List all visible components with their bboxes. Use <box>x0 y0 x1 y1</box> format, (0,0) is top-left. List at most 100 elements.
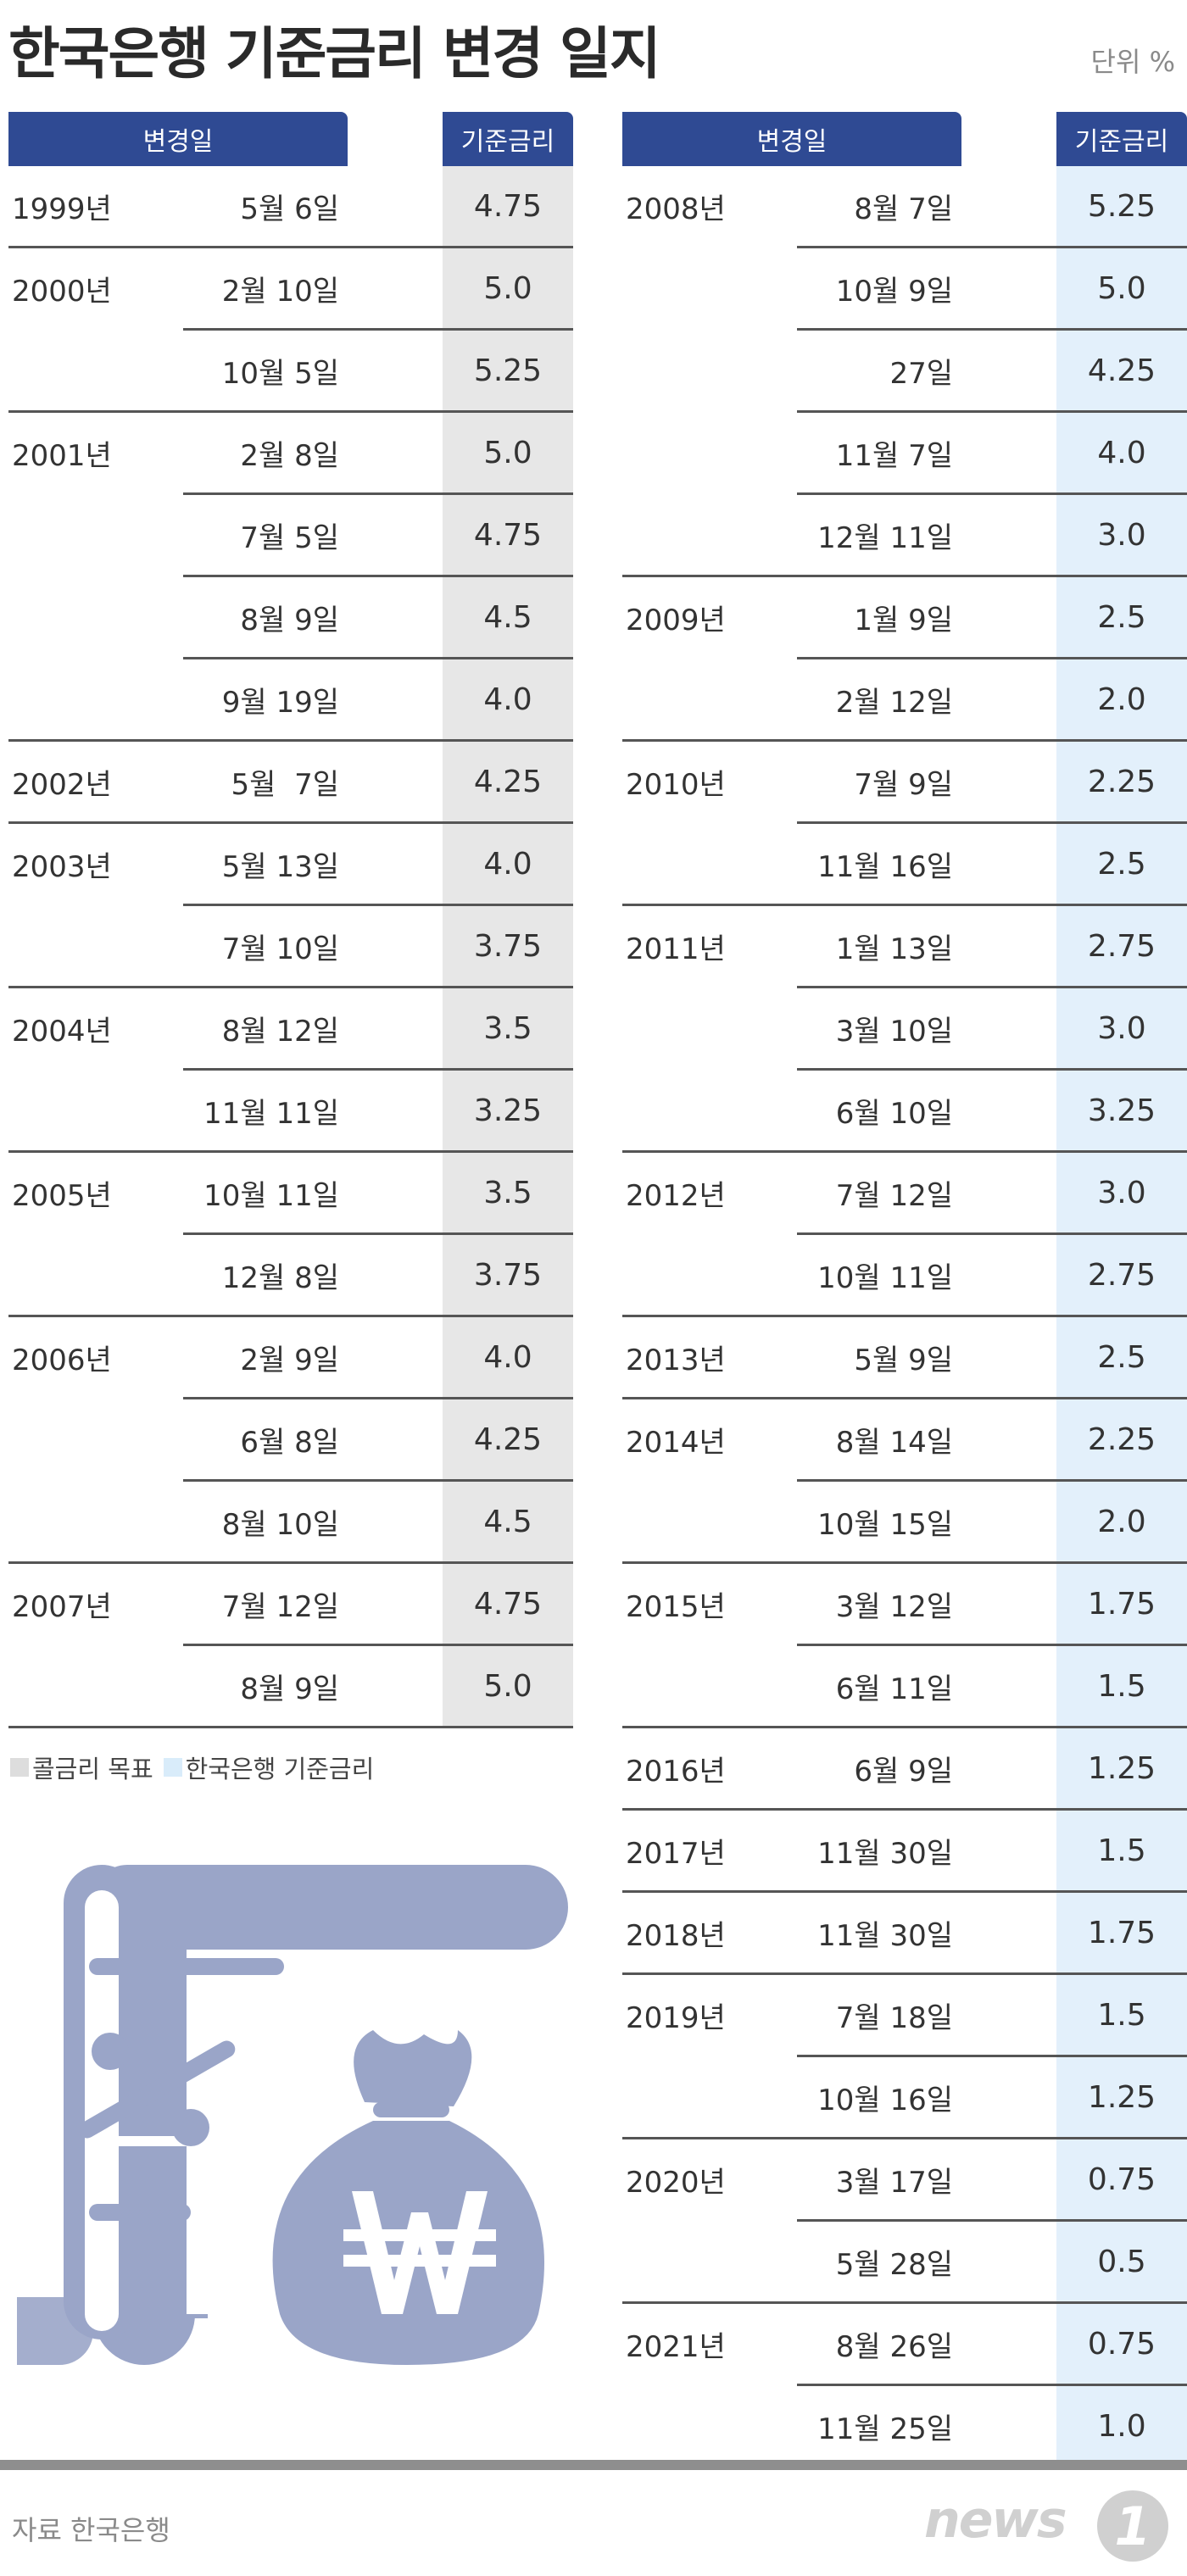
row-date: 10월 9일 <box>835 274 953 309</box>
page-title: 한국은행 기준금리 변경 일지 <box>8 21 661 86</box>
news1-logo: news 1 <box>924 2484 1179 2568</box>
table-row: 5월 28일 0.5 <box>622 2222 1187 2304</box>
row-rate: 4.0 <box>483 682 532 717</box>
row-year: 2010년 <box>626 767 726 802</box>
row-rate: 4.5 <box>483 1504 532 1539</box>
table-row: 3월 10일 3.0 <box>622 988 1187 1071</box>
row-rate: 3.25 <box>473 1093 543 1128</box>
row-rate: 1.75 <box>1087 1586 1156 1622</box>
rate-column-header: 기준금리 <box>1056 112 1187 166</box>
table-row: 2003년 5월 13일 4.0 <box>8 824 573 906</box>
row-year: 2006년 <box>12 1343 112 1377</box>
date-column-header: 변경일 <box>622 112 961 166</box>
row-date: 2월 10일 <box>221 274 339 309</box>
row-rate: 2.25 <box>1087 764 1156 799</box>
table-row: 10월 16일 1.25 <box>622 2057 1187 2139</box>
table-row: 10월 9일 5.0 <box>622 248 1187 331</box>
row-date: 10월 15일 <box>817 1507 953 1542</box>
row-date: 6월 9일 <box>854 1754 953 1789</box>
rate-column-header: 기준금리 <box>443 112 573 166</box>
row-year: 2016년 <box>626 1754 726 1789</box>
table-row: 2015년 3월 12일 1.75 <box>622 1564 1187 1646</box>
row-rate: 2.25 <box>1087 1422 1156 1457</box>
table-row: 2008년 8월 7일 5.25 <box>622 166 1187 248</box>
table-header: 변경일 기준금리 <box>8 112 573 166</box>
row-rate: 5.0 <box>483 1668 532 1704</box>
row-date: 6월 10일 <box>835 1096 953 1131</box>
row-date: 6월 11일 <box>835 1672 953 1706</box>
row-date: 10월 5일 <box>221 356 339 391</box>
table-row: 2017년 11월 30일 1.5 <box>622 1811 1187 1893</box>
row-rate: 4.75 <box>473 188 543 224</box>
row-date: 7월 18일 <box>835 2000 953 2035</box>
row-date: 7월 10일 <box>221 932 339 966</box>
logo-text: news <box>924 2490 1067 2550</box>
row-rate: 0.5 <box>1097 2244 1146 2279</box>
table-row: 10월 15일 2.0 <box>622 1482 1187 1564</box>
row-date: 5월 6일 <box>240 192 339 226</box>
row-date: 5월 9일 <box>854 1343 953 1377</box>
table-row: 11월 7일 4.0 <box>622 413 1187 495</box>
table-row: 11월 16일 2.5 <box>622 824 1187 906</box>
table-row: 6월 11일 1.5 <box>622 1646 1187 1728</box>
base-rate-swatch <box>163 1758 182 1777</box>
legend: 콜금리 목표 한국은행 기준금리 <box>10 1750 374 1785</box>
table-row: 12월 11일 3.0 <box>622 495 1187 577</box>
row-rate: 4.25 <box>473 1422 543 1457</box>
row-rate: 5.0 <box>483 435 532 470</box>
row-rate: 4.75 <box>473 1586 543 1622</box>
row-date: 5월 28일 <box>835 2247 953 2282</box>
row-rate: 1.75 <box>1087 1915 1156 1950</box>
row-date: 11월 30일 <box>817 1918 953 1953</box>
row-date: 11월 11일 <box>203 1096 339 1131</box>
row-rate: 4.0 <box>1097 435 1146 470</box>
table-row: 8월 9일 4.5 <box>8 577 573 659</box>
row-rate: 2.5 <box>1097 846 1146 882</box>
table-row: 2006년 2월 9일 4.0 <box>8 1317 573 1399</box>
left-table-rows: 1999년 5월 6일 4.75 2000년 2월 10일 5.0 10월 5일 5.25 20… <box>8 166 573 1728</box>
row-date: 7월 5일 <box>240 520 339 555</box>
table-row: 2011년 1월 13일 2.75 <box>622 906 1187 988</box>
row-date: 5월 13일 <box>221 849 339 884</box>
table-row: 2016년 6월 9일 1.25 <box>622 1728 1187 1811</box>
row-date: 9월 19일 <box>221 685 339 720</box>
table-row: 12월 8일 3.75 <box>8 1235 573 1317</box>
table-row: 8월 9일 5.0 <box>8 1646 573 1728</box>
row-rate: 3.5 <box>483 1010 532 1046</box>
row-rate: 4.25 <box>1087 353 1156 388</box>
row-year: 2014년 <box>626 1425 726 1460</box>
row-rate: 2.75 <box>1087 1257 1156 1293</box>
table-row: 2004년 8월 12일 3.5 <box>8 988 573 1071</box>
right-table-rows: 2008년 8월 7일 5.25 10월 9일 5.0 27일 4.25 11월 7일 4.0 1… <box>622 166 1187 2468</box>
row-rate: 5.25 <box>473 353 543 388</box>
row-date: 2월 9일 <box>240 1343 339 1377</box>
unit-label: 단위 % <box>1090 46 1175 78</box>
row-year: 2009년 <box>626 603 726 637</box>
row-date: 2월 8일 <box>240 438 339 473</box>
table-row: 11월 25일 1.0 <box>622 2386 1187 2468</box>
row-date: 11월 30일 <box>817 1836 953 1871</box>
row-date: 3월 12일 <box>835 1589 953 1624</box>
row-date: 12월 8일 <box>221 1260 339 1295</box>
row-year: 2020년 <box>626 2165 726 2200</box>
row-rate: 5.0 <box>1097 270 1146 306</box>
row-date: 7월 12일 <box>221 1589 339 1624</box>
table-row: 2014년 8월 14일 2.25 <box>622 1399 1187 1482</box>
row-date: 5월 7일 <box>231 767 339 802</box>
row-rate: 5.25 <box>1087 188 1156 224</box>
row-date: 8월 12일 <box>221 1014 339 1049</box>
row-date: 3월 17일 <box>835 2165 953 2200</box>
row-rate: 3.75 <box>473 928 543 964</box>
row-date: 8월 14일 <box>835 1425 953 1460</box>
row-date: 8월 9일 <box>240 603 339 637</box>
table-row: 9월 19일 4.0 <box>8 659 573 742</box>
row-date: 1월 9일 <box>854 603 953 637</box>
table-row: 10월 5일 5.25 <box>8 331 573 413</box>
row-date: 7월 12일 <box>835 1178 953 1213</box>
row-year: 2007년 <box>12 1589 112 1624</box>
row-rate: 3.75 <box>473 1257 543 1293</box>
bottom-divider <box>0 2460 1187 2470</box>
row-year: 2013년 <box>626 1343 726 1377</box>
row-date: 8월 9일 <box>240 1672 339 1706</box>
row-year: 2004년 <box>12 1014 112 1049</box>
